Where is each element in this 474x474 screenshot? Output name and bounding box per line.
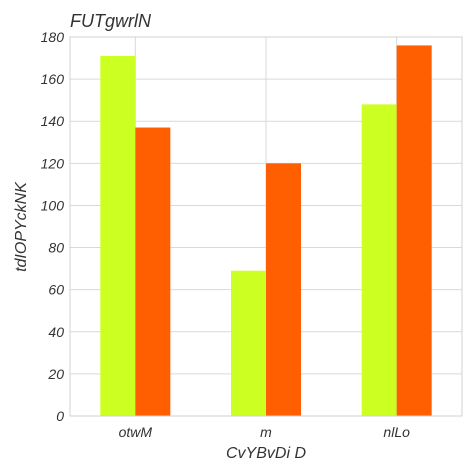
y-tick-label: 100: [41, 197, 65, 213]
y-tick-label: 160: [41, 71, 65, 87]
x-tick-label: otwM: [119, 424, 153, 440]
bar: [396, 45, 432, 417]
plot-frame: [69, 36, 463, 417]
bar: [100, 55, 136, 416]
y-tick-label: 180: [41, 29, 65, 45]
y-tick-label: 140: [41, 113, 65, 129]
bar: [135, 127, 171, 417]
x-axis-label: CvYBvDi D: [226, 445, 306, 462]
y-tick-labels: 0 20 40 60 80 100 120 140 160 180: [41, 29, 65, 424]
x-tick-labels: otwM m nlLo: [119, 424, 411, 440]
chart-title: FUTgwrlN: [70, 11, 152, 31]
y-tick-label: 20: [47, 366, 64, 382]
y-axis-label: tdIOPYckNK: [13, 181, 30, 272]
y-tick-label: 60: [48, 282, 64, 298]
bar: [361, 104, 397, 416]
bar: [231, 270, 266, 416]
bar: [266, 163, 301, 416]
x-tick-label: m: [260, 424, 272, 440]
y-tick-label: 120: [41, 155, 65, 171]
y-tick-label: 40: [48, 324, 64, 340]
y-tick-label: 80: [48, 240, 64, 256]
x-tick-label: nlLo: [383, 424, 410, 440]
bars-layer: [100, 45, 432, 417]
y-tick-label: 0: [56, 408, 64, 424]
